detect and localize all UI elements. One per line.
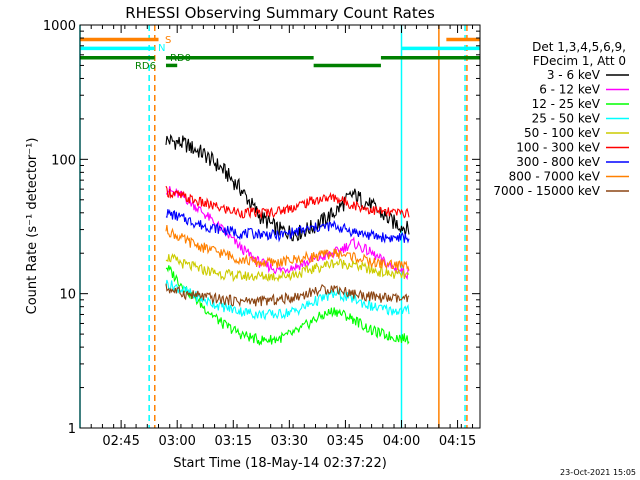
legend-entry-label-7: 800 - 7000 keV xyxy=(509,170,601,184)
flag-label-rd0: RD0 xyxy=(170,53,191,64)
legend-entry-label-6: 300 - 800 keV xyxy=(516,155,600,169)
series-line-7 xyxy=(165,225,410,271)
flag-label-s: S xyxy=(165,35,171,46)
legend-entry-label-8: 7000 - 15000 keV xyxy=(493,184,600,198)
x-tick-label-5: 04:00 xyxy=(383,434,420,449)
generated-timestamp: 23-Oct-2021 15:05 xyxy=(560,468,636,477)
legend-entry-label-3: 25 - 50 keV xyxy=(532,112,601,126)
series-line-5 xyxy=(165,185,410,220)
series-line-2 xyxy=(165,265,410,346)
flag-label-rd6: RD6 xyxy=(135,61,156,72)
legend-entry-label-5: 100 - 300 keV xyxy=(516,141,600,155)
chart-title: RHESSI Observing Summary Count Rates xyxy=(125,4,435,22)
y-tick-label-3: 1000 xyxy=(43,19,76,34)
plot-frame xyxy=(79,24,481,429)
series-line-8 xyxy=(165,283,410,308)
x-tick-label-4: 03:45 xyxy=(327,434,364,449)
legend-entry-label-2: 12 - 25 keV xyxy=(532,97,601,111)
y-tick-label-1: 10 xyxy=(59,288,76,303)
y-tick-label-0: 1 xyxy=(68,422,76,437)
series-line-3 xyxy=(165,279,410,321)
x-tick-label-3: 03:30 xyxy=(271,434,308,449)
x-tick-label-0: 02:45 xyxy=(102,434,139,449)
axes: 02:45 03:00 03:15 03:30 03:45 04:00 04:15 1 10 10… xyxy=(43,19,480,449)
flag-label-n: N xyxy=(158,43,165,54)
series-line-6 xyxy=(165,209,410,244)
legend-entry-label-4: 50 - 100 keV xyxy=(524,126,601,140)
legend-entry-label-1: 6 - 12 keV xyxy=(539,83,601,97)
x-tick-label-1: 03:00 xyxy=(158,434,195,449)
series-line-1 xyxy=(165,186,410,281)
x-tick-label-2: 03:15 xyxy=(215,434,252,449)
series-line-0 xyxy=(165,133,410,242)
legend-header-line-1: Det 1,3,4,5,6,9, xyxy=(532,40,626,54)
x-tick-label-6: 04:15 xyxy=(439,434,476,449)
legend: Det 1,3,4,5,6,9, FDecim 1, Att 0 3 - 6 k… xyxy=(493,40,629,198)
legend-entry-label-0: 3 - 6 keV xyxy=(547,68,601,82)
legend-header-line-2: FDecim 1, Att 0 xyxy=(533,54,626,68)
x-axis-label: Start Time (18-May-14 02:37:22) xyxy=(173,456,387,471)
plot-area: SN RD0 RD6 xyxy=(79,25,480,428)
y-tick-label-2: 100 xyxy=(51,153,76,168)
y-axis-label: Count Rate (s⁻¹ detector⁻¹) xyxy=(25,138,40,315)
